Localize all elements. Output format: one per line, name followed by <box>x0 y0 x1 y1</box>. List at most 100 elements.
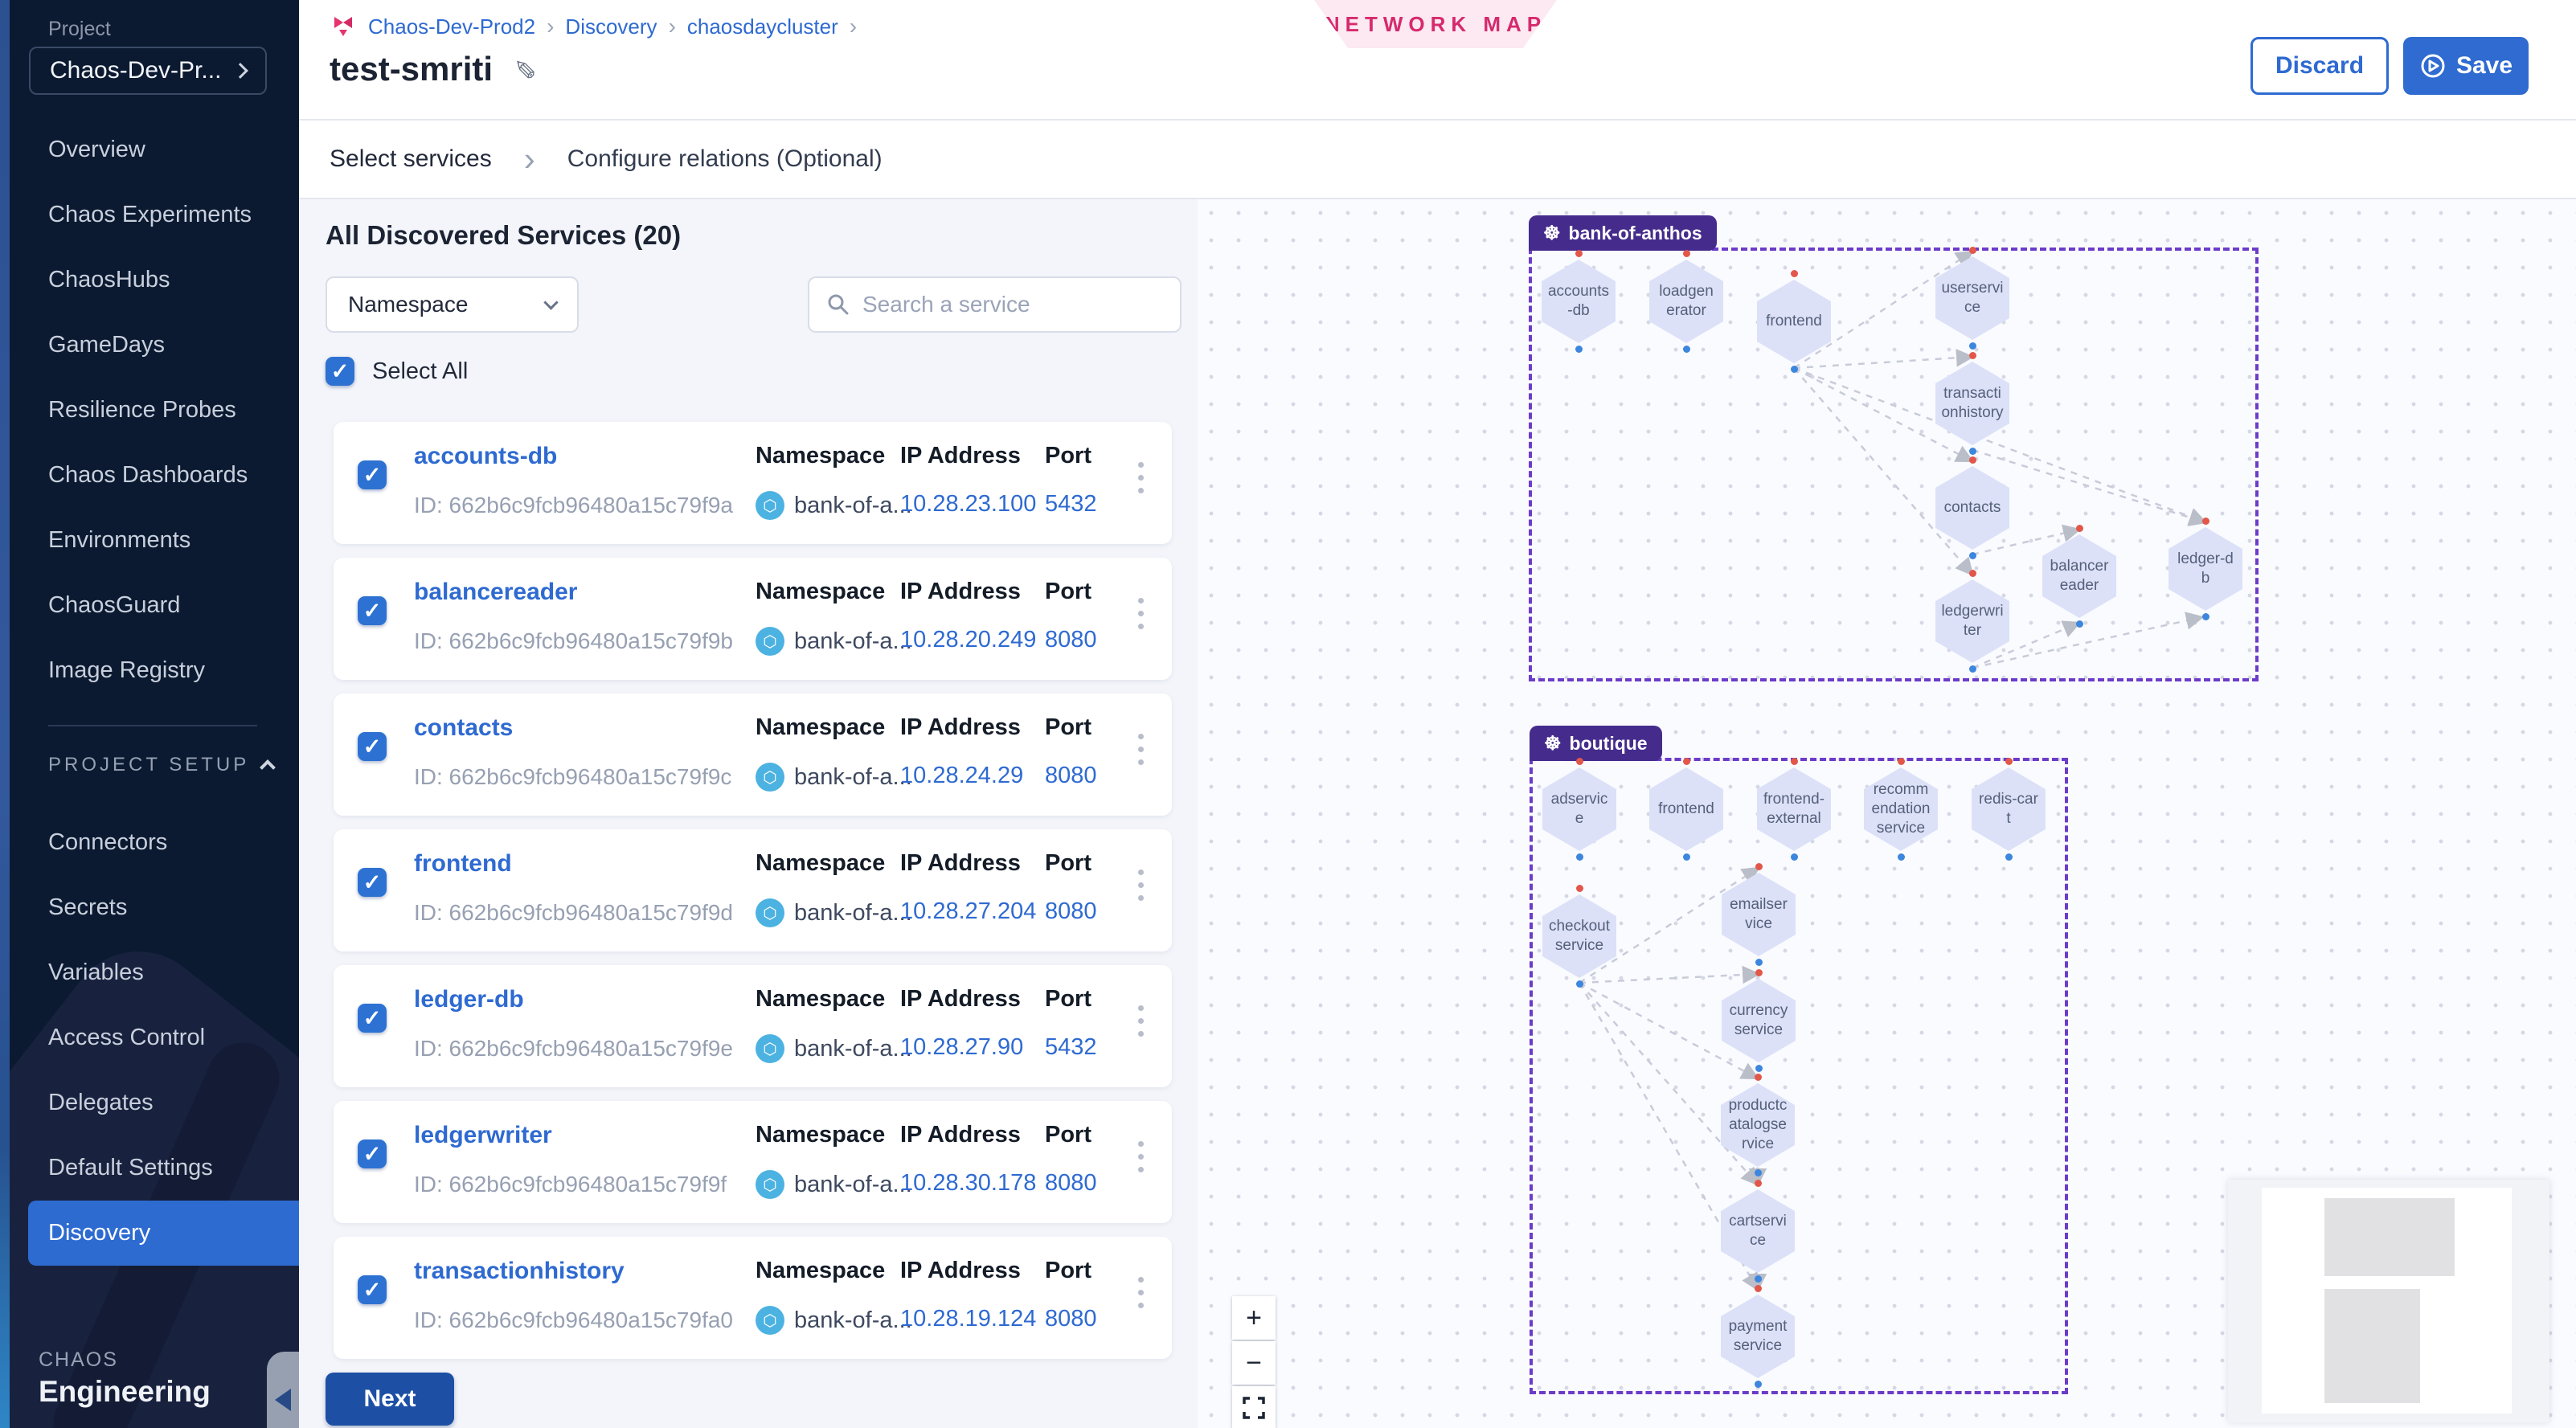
sidebar-item-image-registry[interactable]: Image Registry <box>48 657 206 683</box>
sidebar-collapse-button[interactable] <box>267 1352 299 1428</box>
minimap-group-boutique <box>2324 1289 2420 1403</box>
select-all-checkbox[interactable]: ✓ <box>326 357 354 386</box>
service-name-link[interactable]: transactionhistory <box>414 1258 625 1284</box>
column-header-ip: IP Address <box>900 850 1021 876</box>
service-checkbox[interactable]: ✓ <box>358 1004 387 1033</box>
module-brand: CHAOS Engineering <box>39 1348 211 1409</box>
column-header-ip: IP Address <box>900 986 1021 1012</box>
project-selector[interactable]: Chaos-Dev-Pr... <box>29 47 267 95</box>
namespace-icon: ⬡ <box>756 1170 784 1199</box>
sidebar-item-chaos-experiments[interactable]: Chaos Experiments <box>48 202 252 227</box>
zoom-in-button[interactable]: + <box>1232 1296 1276 1340</box>
input-port-dot <box>1755 1285 1762 1292</box>
sidebar-item-secrets[interactable]: Secrets <box>48 894 128 920</box>
project-setup-section[interactable]: PROJECT SETUP <box>48 754 276 776</box>
next-button[interactable]: Next <box>326 1373 454 1426</box>
search-input[interactable] <box>862 292 1152 317</box>
brand-engineering-label: Engineering <box>39 1375 211 1408</box>
namespace-filter-dropdown[interactable]: Namespace <box>326 276 579 333</box>
service-namespace: ⬡ bank-of-a... <box>756 1034 912 1063</box>
zoom-out-button[interactable]: − <box>1232 1341 1276 1385</box>
namespace-value: bank-of-a... <box>794 1035 912 1062</box>
network-map-pane[interactable]: + − ☸ bank-of-anthos accounts-db loadgenera… <box>1198 199 2576 1428</box>
service-name-link[interactable]: frontend <box>414 850 512 877</box>
map-group-bank-of-anthos <box>1529 248 2259 681</box>
input-port-dot <box>1576 758 1583 765</box>
main-area: Chaos-Dev-Prod2 › Discovery › chaosdaycl… <box>299 0 2576 1428</box>
sidebar-item-chaoshubs[interactable]: ChaosHubs <box>48 267 170 293</box>
service-checkbox[interactable]: ✓ <box>358 596 387 625</box>
tab-chevron-icon: › <box>523 140 535 178</box>
service-menu-button[interactable] <box>1133 593 1149 634</box>
chevron-right-icon <box>232 63 248 79</box>
namespace-value: bank-of-a... <box>794 492 912 518</box>
sidebar-item-variables[interactable]: Variables <box>48 960 144 985</box>
sidebar-item-default-settings[interactable]: Default Settings <box>48 1155 213 1180</box>
service-port: 8080 <box>1045 898 1097 924</box>
sidebar-item-resilience-probes[interactable]: Resilience Probes <box>48 397 236 423</box>
tab-select-services[interactable]: Select services <box>330 145 492 172</box>
service-checkbox[interactable]: ✓ <box>358 732 387 761</box>
map-group-label-bank-of-anthos[interactable]: ☸ bank-of-anthos <box>1529 215 1717 251</box>
title-row: test-smriti ✎ <box>330 50 539 88</box>
check-icon: ✓ <box>362 1277 382 1302</box>
minimap-group-bank-of-anthos <box>2324 1198 2455 1276</box>
service-menu-button[interactable] <box>1133 865 1149 906</box>
discard-button[interactable]: Discard <box>2250 37 2389 95</box>
kubernetes-icon: ☸ <box>1543 222 1561 244</box>
column-header-port: Port <box>1045 850 1091 876</box>
column-header-namespace: Namespace <box>756 986 886 1012</box>
service-name-link[interactable]: accounts-db <box>414 443 558 469</box>
input-port-dot <box>1683 758 1690 765</box>
map-minimap[interactable] <box>2228 1180 2549 1422</box>
fit-view-button[interactable] <box>1232 1386 1276 1428</box>
tab-configure-relations[interactable]: Configure relations (Optional) <box>567 145 883 172</box>
edit-title-icon[interactable]: ✎ <box>508 57 539 81</box>
map-group-label-boutique[interactable]: ☸ boutique <box>1530 726 1662 761</box>
service-name-link[interactable]: balancereader <box>414 579 578 605</box>
service-menu-button[interactable] <box>1133 457 1149 498</box>
input-port-dot <box>1755 1074 1762 1081</box>
sidebar-item-connectors[interactable]: Connectors <box>48 829 168 855</box>
output-port-dot <box>2202 613 2209 620</box>
wizard-tabs: Select services › Configure relations (O… <box>299 121 2576 320</box>
sidebar-item-gamedays[interactable]: GameDays <box>48 332 166 358</box>
service-port: 5432 <box>1045 1034 1097 1060</box>
service-ip: 10.28.20.249 <box>900 627 1037 653</box>
sidebar-item-environments[interactable]: Environments <box>48 527 191 553</box>
save-button[interactable]: Save <box>2403 37 2529 95</box>
input-port-dot <box>2076 525 2083 532</box>
service-port: 8080 <box>1045 763 1097 788</box>
input-port-dot <box>1755 969 1763 976</box>
project-name: Chaos-Dev-Pr... <box>50 57 222 84</box>
service-name-link[interactable]: contacts <box>414 714 514 741</box>
project-label: Project <box>48 18 111 40</box>
service-name-link[interactable]: ledgerwriter <box>414 1122 552 1148</box>
service-checkbox[interactable]: ✓ <box>358 460 387 489</box>
breadcrumb-cluster[interactable]: chaosdaycluster <box>686 14 838 39</box>
sidebar-item-access-control[interactable]: Access Control <box>48 1025 206 1050</box>
column-header-port: Port <box>1045 986 1091 1012</box>
sidebar-item-discovery[interactable]: Discovery <box>28 1201 299 1266</box>
service-name-link[interactable]: ledger-db <box>414 986 524 1013</box>
sidebar-item-chaosguard[interactable]: ChaosGuard <box>48 592 181 618</box>
check-icon: ✓ <box>362 734 382 759</box>
service-namespace: ⬡ bank-of-a... <box>756 1170 912 1199</box>
sidebar-item-chaos-dashboards[interactable]: Chaos Dashboards <box>48 462 248 488</box>
service-checkbox[interactable]: ✓ <box>358 1275 387 1304</box>
service-menu-button[interactable] <box>1133 1136 1149 1177</box>
breadcrumb-project[interactable]: Chaos-Dev-Prod2 <box>368 14 536 39</box>
service-menu-button[interactable] <box>1133 1272 1149 1313</box>
output-port-dot <box>2076 620 2083 628</box>
service-checkbox[interactable]: ✓ <box>358 1140 387 1168</box>
namespace-value: bank-of-a... <box>794 1307 912 1333</box>
output-port-dot <box>1791 853 1798 861</box>
service-ip: 10.28.30.178 <box>900 1170 1037 1196</box>
services-pane: All Discovered Services (20) Namespace ✓… <box>299 199 1198 1428</box>
service-menu-button[interactable] <box>1133 729 1149 770</box>
service-menu-button[interactable] <box>1133 1000 1149 1041</box>
breadcrumb-discovery[interactable]: Discovery <box>565 14 657 39</box>
service-checkbox[interactable]: ✓ <box>358 868 387 897</box>
sidebar-item-overview[interactable]: Overview <box>48 137 145 162</box>
sidebar-item-delegates[interactable]: Delegates <box>48 1090 154 1115</box>
